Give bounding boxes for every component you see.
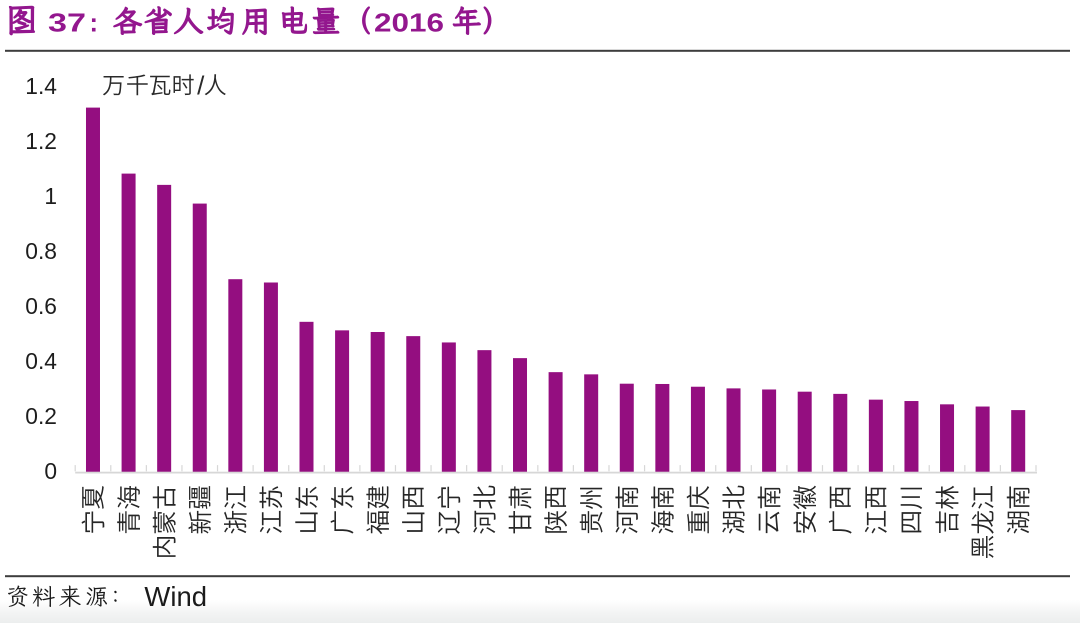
svg-text:0.2: 0.2 xyxy=(25,403,57,429)
svg-text:1: 1 xyxy=(44,183,57,209)
svg-text:Wind: Wind xyxy=(144,581,207,612)
svg-text:0.6: 0.6 xyxy=(25,293,57,319)
svg-text:0.8: 0.8 xyxy=(25,238,57,264)
svg-text:0.4: 0.4 xyxy=(25,348,57,374)
svg-text:/: / xyxy=(197,71,205,101)
svg-text::: : xyxy=(90,10,99,38)
svg-text:37: 37 xyxy=(48,10,86,38)
svg-text:1.4: 1.4 xyxy=(25,73,57,99)
svg-text:2016: 2016 xyxy=(374,10,444,38)
svg-text:1.2: 1.2 xyxy=(25,128,57,154)
svg-text:0: 0 xyxy=(44,458,57,484)
